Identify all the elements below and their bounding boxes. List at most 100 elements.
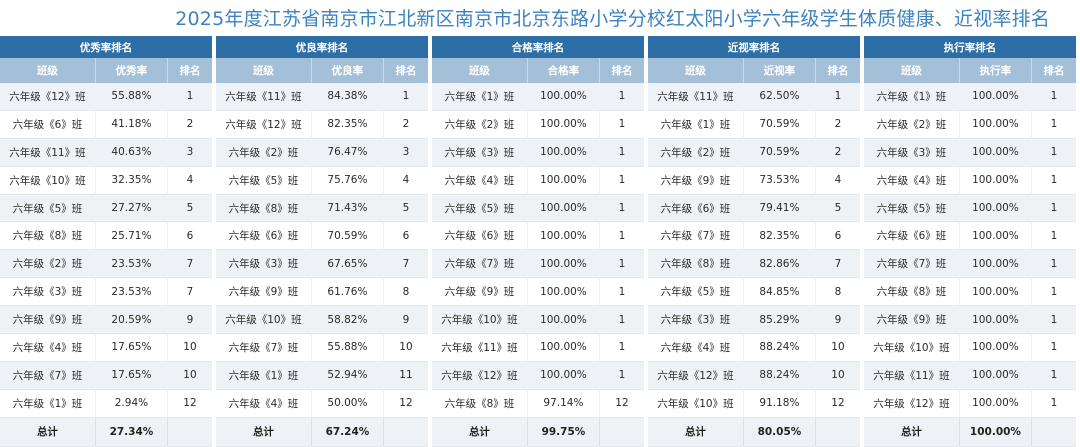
total-rate: 27.34%: [95, 417, 168, 447]
rate-cell: 100.00%: [527, 249, 600, 279]
good-rate-table: 优良率排名 班级 优良率 排名 六年级《11》班 84.38% 1 六年级《12》班 82.35…: [216, 36, 428, 447]
class-cell: 六年级《12》班: [216, 110, 312, 139]
class-cell: 六年级《1》班: [864, 83, 960, 111]
class-cell: 六年级《8》班: [0, 221, 96, 251]
class-cell: 六年级《3》班: [216, 249, 312, 279]
rate-cell: 100.00%: [527, 166, 600, 195]
rank-cell: 1: [1031, 277, 1076, 307]
class-cell: 六年级《1》班: [0, 389, 96, 418]
class-cell: 六年级《8》班: [432, 389, 528, 418]
rank-column-header: 排名: [815, 58, 860, 83]
rank-cell: 10: [167, 333, 212, 362]
rate-cell: 71.43%: [311, 194, 384, 223]
rank-column-header: 排名: [599, 58, 644, 83]
rank-cell: 1: [1031, 361, 1076, 390]
table-row: 六年级《11》班 62.50% 1: [648, 83, 860, 111]
class-cell: 六年级《3》班: [432, 138, 528, 167]
table-row: 六年级《8》班 71.43% 5: [216, 194, 428, 223]
table-row: 六年级《9》班 20.59% 9: [0, 305, 212, 335]
rank-cell: 6: [815, 221, 860, 251]
panel-title: 执行率排名: [864, 36, 1076, 58]
table-row: 六年级《12》班 100.00% 1: [864, 389, 1076, 418]
pass-rate-table: 合格率排名 班级 合格率 排名 六年级《1》班 100.00% 1 六年级《2》班 100.00…: [432, 36, 644, 447]
rank-cell: 12: [383, 389, 428, 418]
class-cell: 六年级《7》班: [648, 221, 744, 251]
total-label: 总计: [864, 417, 960, 447]
rank-cell: 1: [599, 221, 644, 251]
table-row: 六年级《11》班 100.00% 1: [864, 361, 1076, 390]
rank-cell: 6: [383, 221, 428, 251]
class-cell: 六年级《8》班: [216, 194, 312, 223]
class-cell: 六年级《6》班: [216, 221, 312, 251]
table-row: 六年级《12》班 100.00% 1: [432, 361, 644, 390]
table-row: 六年级《6》班 41.18% 2: [0, 110, 212, 139]
rate-cell: 79.41%: [743, 194, 816, 223]
table-row: 六年级《5》班 100.00% 1: [864, 194, 1076, 223]
class-cell: 六年级《4》班: [0, 333, 96, 362]
rate-column-header: 合格率: [527, 58, 600, 83]
total-rate: 99.75%: [527, 417, 600, 447]
total-row: 总计 27.34%: [0, 417, 212, 447]
class-cell: 六年级《9》班: [648, 166, 744, 195]
rank-cell: 1: [1031, 110, 1076, 139]
rank-cell: 12: [815, 389, 860, 418]
rank-cell: 1: [1031, 389, 1076, 418]
rate-cell: 85.29%: [743, 305, 816, 335]
rank-cell: 1: [1031, 305, 1076, 335]
class-cell: 六年级《4》班: [432, 166, 528, 195]
rate-cell: 2.94%: [95, 389, 168, 418]
rank-cell: 7: [167, 277, 212, 307]
class-cell: 六年级《10》班: [648, 389, 744, 418]
rate-cell: 84.85%: [743, 277, 816, 307]
rate-cell: 100.00%: [959, 361, 1032, 390]
rank-cell: 1: [1031, 166, 1076, 195]
class-cell: 六年级《5》班: [432, 194, 528, 223]
table-row: 六年级《9》班 73.53% 4: [648, 166, 860, 195]
class-cell: 六年级《12》班: [648, 361, 744, 390]
rate-cell: 52.94%: [311, 361, 384, 390]
total-rank: [1031, 417, 1076, 447]
table-row: 六年级《2》班 100.00% 1: [432, 110, 644, 139]
rank-cell: 4: [815, 166, 860, 195]
class-cell: 六年级《11》班: [864, 361, 960, 390]
rate-cell: 67.65%: [311, 249, 384, 279]
rate-cell: 100.00%: [527, 305, 600, 335]
rank-cell: 2: [815, 110, 860, 139]
table-row: 六年级《8》班 100.00% 1: [864, 277, 1076, 307]
class-cell: 六年级《7》班: [216, 333, 312, 362]
class-cell: 六年级《9》班: [216, 277, 312, 307]
total-rate: 80.05%: [743, 417, 816, 447]
class-cell: 六年级《11》班: [432, 333, 528, 362]
table-row: 六年级《6》班 100.00% 1: [432, 221, 644, 251]
rank-cell: 5: [383, 194, 428, 223]
rank-cell: 2: [167, 110, 212, 139]
rate-cell: 100.00%: [959, 389, 1032, 418]
rank-cell: 1: [1031, 333, 1076, 362]
rate-column-header: 优良率: [311, 58, 384, 83]
class-cell: 六年级《11》班: [216, 83, 312, 111]
table-row: 六年级《12》班 55.88% 1: [0, 83, 212, 111]
rate-cell: 100.00%: [527, 333, 600, 362]
total-rank: [167, 417, 212, 447]
rate-cell: 84.38%: [311, 83, 384, 111]
table-row: 六年级《11》班 40.63% 3: [0, 138, 212, 167]
rate-cell: 88.24%: [743, 361, 816, 390]
rank-cell: 10: [383, 333, 428, 362]
table-row: 六年级《5》班 84.85% 8: [648, 277, 860, 307]
table-row: 六年级《1》班 100.00% 1: [432, 83, 644, 111]
table-row: 六年级《10》班 100.00% 1: [432, 305, 644, 335]
table-row: 六年级《11》班 100.00% 1: [432, 333, 644, 362]
class-cell: 六年级《2》班: [648, 138, 744, 167]
table-row: 六年级《2》班 70.59% 2: [648, 138, 860, 167]
class-cell: 六年级《1》班: [648, 110, 744, 139]
table-row: 六年级《3》班 100.00% 1: [864, 138, 1076, 167]
rank-cell: 4: [383, 166, 428, 195]
rate-cell: 82.86%: [743, 249, 816, 279]
rate-cell: 88.24%: [743, 333, 816, 362]
rate-cell: 100.00%: [959, 221, 1032, 251]
rate-cell: 91.18%: [743, 389, 816, 418]
rank-cell: 1: [1031, 249, 1076, 279]
table-row: 六年级《9》班 100.00% 1: [864, 305, 1076, 335]
myopia-rate-panel: 近视率排名 班级 近视率 排名 六年级《11》班 62.50% 1 六年级《1》班 70.59%…: [648, 36, 860, 447]
table-row: 六年级《7》班 55.88% 10: [216, 333, 428, 362]
